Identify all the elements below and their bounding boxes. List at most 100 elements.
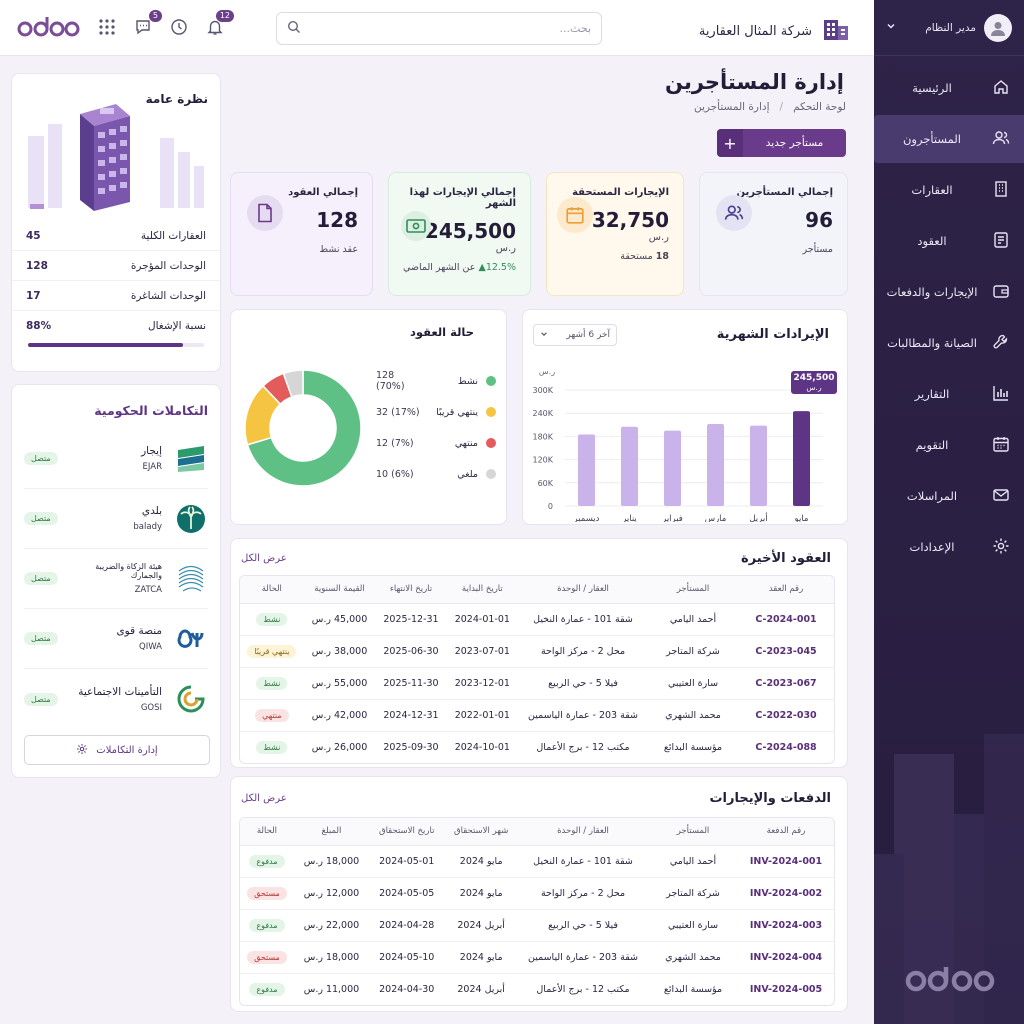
- revenue-bar[interactable]: [793, 411, 810, 506]
- gov-item-ejar[interactable]: إيجار EJAR متصل: [24, 429, 208, 489]
- sidebar-item-maintenance[interactable]: الصيانة والمطالبات: [874, 319, 1024, 367]
- col-header: رقم الدفعة: [738, 818, 834, 846]
- sidebar-item-contracts[interactable]: العقود: [874, 217, 1024, 265]
- sidebar-item-payments[interactable]: الإيجارات والدفعات: [874, 268, 1024, 316]
- chevron-down-icon: [540, 330, 548, 341]
- gov-item-zatca[interactable]: هيئة الزكاة والضريبة والجمارك ZATCA متصل: [24, 549, 208, 609]
- company-switcher[interactable]: شركة المثال العقارية: [699, 16, 850, 46]
- table-row[interactable]: C-2024-001 أحمد اليامي شقة 101 - عمارة الن…: [240, 603, 834, 636]
- gov-item-gosi[interactable]: التأمينات الاجتماعية GOSI متصل: [24, 669, 208, 729]
- row-code[interactable]: INV-2024-003: [738, 909, 834, 942]
- status-badge: مستحق: [247, 886, 287, 900]
- row-code[interactable]: C-2024-088: [755, 741, 817, 753]
- chart-icon: [992, 384, 1010, 405]
- stat-title: إجمالي الإيجارات لهذا الشهر: [409, 187, 516, 209]
- new-tenant-button[interactable]: مستأجر جديد +: [717, 129, 846, 157]
- row-code[interactable]: INV-2024-004: [738, 941, 834, 974]
- odoo-logo[interactable]: [16, 12, 80, 45]
- y-tick-label: 240K: [532, 409, 553, 418]
- overview-value: 128: [26, 259, 48, 272]
- view-all-payments-link[interactable]: عرض الكل: [241, 793, 287, 804]
- search-input[interactable]: [309, 22, 591, 35]
- table-row[interactable]: C-2022-030 محمد الشهري شقة 203 - عمارة الي…: [240, 699, 834, 732]
- sidebar-item-messages[interactable]: المراسلات: [874, 472, 1024, 520]
- gear-icon: [76, 743, 88, 758]
- row-code[interactable]: C-2024-001: [738, 603, 834, 636]
- row-code[interactable]: INV-2024-002: [738, 877, 834, 910]
- revenue-bar[interactable]: [578, 434, 595, 506]
- bell-icon[interactable]: 12: [204, 10, 234, 38]
- apps-grid-icon[interactable]: [96, 16, 118, 38]
- row-code[interactable]: C-2023-045: [738, 635, 834, 668]
- manage-integrations-button[interactable]: إدارة التكاملات: [24, 735, 210, 765]
- table-cell: سارة العتيبي: [648, 667, 738, 700]
- calendar-icon: [992, 435, 1010, 456]
- sidebar-item-reports[interactable]: التقارير: [874, 370, 1024, 418]
- table-row[interactable]: INV-2024-005 مؤسسة البدائع مكتب 12 - برج ا…: [240, 973, 834, 1005]
- table-cell: أحمد اليامي: [648, 603, 738, 636]
- legend-swatch: [486, 376, 496, 386]
- col-header: تاريخ البداية: [446, 576, 518, 604]
- messages-badge: 5: [148, 10, 162, 22]
- table-cell: 2024-01-01: [446, 603, 518, 636]
- status-cell: ينتهي قريبًا: [240, 635, 304, 668]
- notifications-badge: 12: [215, 10, 234, 22]
- row-code[interactable]: INV-2024-005: [749, 983, 823, 995]
- sidebar-item-properties[interactable]: العقارات: [874, 166, 1024, 214]
- table-row[interactable]: INV-2024-001 أحمد اليامي شقة 101 - عمارة ا…: [240, 845, 834, 878]
- gov-item-name: بلدي: [141, 505, 162, 517]
- table-row[interactable]: C-2024-088 مؤسسة البدائع مكتب 12 - برج الأ…: [240, 731, 834, 763]
- search-box[interactable]: [276, 12, 602, 45]
- table-row[interactable]: C-2023-045 شركة المتاجر محل 2 - مركز الواح…: [240, 635, 834, 668]
- donut-slice[interactable]: [282, 369, 304, 398]
- sidebar-item-calendar[interactable]: التقويم: [874, 421, 1024, 469]
- sidebar-item-settings[interactable]: الإعدادات: [874, 523, 1024, 571]
- stat-card-monthly-rents: إجمالي الإيجارات لهذا الشهر 245,500 ر.س …: [388, 172, 531, 296]
- revenue-bar[interactable]: [621, 426, 638, 506]
- legend-item: ينتهي قريبًا 32 (17%): [376, 397, 496, 427]
- sidebar-item-home[interactable]: الرئيسية: [874, 64, 1024, 112]
- table-row[interactable]: INV-2024-002 شركة المتاجر محل 2 - مركز الو…: [240, 877, 834, 910]
- sidebar-item-label: الصيانة والمطالبات: [887, 336, 977, 350]
- gov-item-balady[interactable]: بلدي balady متصل: [24, 489, 208, 549]
- clock-icon[interactable]: [168, 16, 190, 38]
- stat-unit: ر.س: [495, 243, 516, 254]
- row-code[interactable]: INV-2024-001: [738, 845, 834, 878]
- row-code[interactable]: C-2023-067: [738, 667, 834, 700]
- contracts-table: رقم العقد المستأجر العقار / الوحدة تاريخ…: [240, 576, 834, 763]
- table-row[interactable]: INV-2024-004 محمد الشهري شقة 203 - عمارة ا…: [240, 941, 834, 974]
- revenue-bar[interactable]: [707, 424, 724, 506]
- table-cell: 38,000 ر.س: [303, 635, 376, 668]
- chevron-down-icon[interactable]: [886, 21, 896, 34]
- view-all-contracts-link[interactable]: عرض الكل: [241, 553, 287, 564]
- status-badge: ينتهي قريبًا: [247, 644, 297, 658]
- table-row[interactable]: C-2023-067 سارة العتيبي فيلا 5 - حي الربيع…: [240, 667, 834, 700]
- chat-icon[interactable]: 5: [132, 10, 162, 38]
- table-cell: 2025-12-31: [375, 603, 447, 636]
- gov-item-qiwa[interactable]: منصة قوى QIWA متصل: [24, 609, 208, 669]
- breadcrumb-home[interactable]: لوحة التحكم: [793, 101, 846, 113]
- stat-card-tenants: إجمالي المستأجرين 96 مستأجر: [699, 172, 848, 296]
- table-row[interactable]: INV-2024-003 سارة العتيبي فيلا 5 - حي الرب…: [240, 909, 834, 942]
- period-select[interactable]: آخر 6 أشهر: [533, 324, 617, 346]
- sidebar-item-tenants[interactable]: المستأجرون: [874, 115, 1024, 163]
- payments-title: الدفعات والإيجارات: [709, 791, 831, 806]
- page-title: إدارة المستأجرين: [665, 70, 844, 94]
- tooltip-unit: ر.س: [806, 383, 822, 392]
- revenue-bar[interactable]: [750, 425, 767, 506]
- sidebar-item-label: التقويم: [915, 438, 949, 452]
- table-cell: 2024-10-01: [454, 741, 510, 753]
- donut-slice[interactable]: [246, 369, 362, 487]
- overview-label: الوحدات المؤجرة: [130, 259, 206, 272]
- user-menu[interactable]: مدير النظام: [874, 0, 1024, 56]
- top-icons: 5 12: [96, 10, 234, 38]
- ejar-logo: [174, 442, 208, 476]
- row-code[interactable]: C-2022-030: [738, 699, 834, 732]
- revenue-bar[interactable]: [664, 430, 681, 506]
- sidebar-item-label: الإعدادات: [909, 540, 955, 554]
- overview-list: العقارات الكلية 45 الوحدات المؤجرة 128 الو…: [12, 221, 220, 347]
- col-header: الحالة: [240, 818, 294, 846]
- stat-card-contracts: إجمالي العقود 128 عقد نشط: [230, 172, 373, 296]
- stat-value: 32,750: [591, 208, 669, 232]
- col-header: تاريخ الانتهاء: [375, 576, 447, 604]
